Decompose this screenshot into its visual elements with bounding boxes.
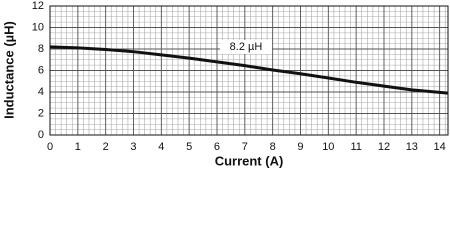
x-tick-label: 14 [434, 141, 446, 153]
grid [49, 5, 448, 136]
x-tick-label: 9 [297, 141, 303, 153]
x-tick-label: 5 [186, 141, 192, 153]
plot-border [49, 5, 449, 136]
y-axis-title: Inductance (µH) [1, 21, 16, 119]
x-tick-label: 12 [378, 141, 390, 153]
y-tick-label: 8 [38, 43, 44, 55]
x-tick-label: 2 [103, 141, 109, 153]
annotation-bg [220, 40, 272, 54]
y-tick-label: 0 [38, 129, 44, 141]
x-tick-label: 8 [270, 141, 276, 153]
x-tick-label: 11 [350, 141, 361, 153]
y-tick-label: 12 [32, 0, 44, 12]
x-tick-label: 6 [214, 141, 220, 153]
x-tick-label: 10 [322, 141, 334, 153]
annotation: 8.2 µH [230, 41, 263, 53]
line [49, 45, 449, 95]
x-tick-label: 0 [47, 141, 53, 153]
y-tick-label: 10 [32, 21, 44, 33]
x-tick-label: 1 [75, 141, 81, 153]
x-tick-label: 4 [158, 141, 164, 153]
x-tick-label: 3 [130, 141, 136, 153]
y-tick-label: 4 [38, 86, 44, 98]
plot [49, 45, 449, 95]
y-tick-label: 6 [38, 64, 44, 76]
x-tick-label: 7 [242, 141, 248, 153]
y-tick-label: 2 [38, 107, 44, 119]
x-axis-title: Current (A) [215, 153, 284, 168]
x-tick-label: 13 [406, 141, 418, 153]
